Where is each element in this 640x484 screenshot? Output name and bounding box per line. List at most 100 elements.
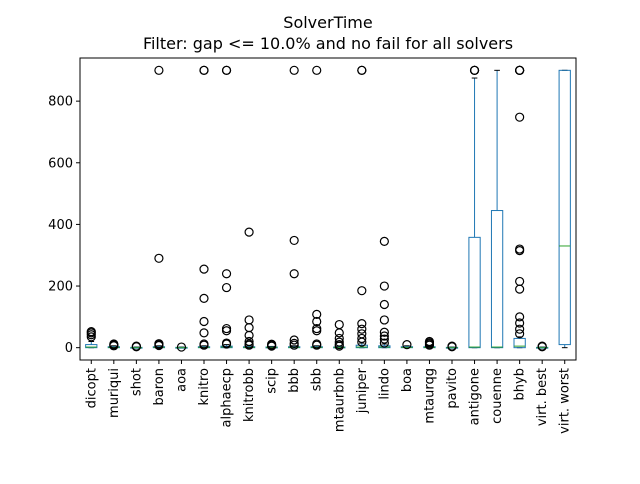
box bbox=[85, 344, 98, 349]
outlier-point bbox=[469, 65, 480, 75]
box bbox=[490, 210, 504, 349]
outlier-point bbox=[357, 324, 367, 334]
axes-frame bbox=[79, 57, 577, 361]
outlier-point bbox=[199, 316, 209, 327]
x-tick-label: couenne bbox=[490, 368, 505, 424]
x-tick-label: boa bbox=[400, 368, 415, 392]
outlier-point bbox=[379, 331, 389, 341]
outlier-point bbox=[154, 253, 164, 263]
outlier-point bbox=[244, 336, 254, 347]
x-tick-label: aoa bbox=[174, 368, 189, 392]
outlier-point bbox=[357, 286, 367, 296]
outlier-point bbox=[515, 329, 525, 339]
outlier-point bbox=[154, 339, 164, 349]
outlier-point bbox=[357, 333, 367, 344]
x-tick-label: mtaurqg bbox=[422, 368, 437, 424]
outlier-point bbox=[199, 328, 209, 338]
outlier-point bbox=[244, 330, 254, 340]
outlier-point bbox=[515, 318, 525, 328]
y-tick-label: 600 bbox=[48, 156, 73, 171]
outlier-point bbox=[199, 65, 209, 75]
x-tick-label: antigone bbox=[468, 368, 483, 425]
outlier-point bbox=[357, 65, 367, 75]
outlier-point bbox=[515, 324, 525, 334]
outlier-point bbox=[221, 65, 232, 75]
outlier-point bbox=[379, 315, 389, 325]
outlier-point bbox=[289, 235, 299, 246]
outlier-point bbox=[379, 327, 389, 337]
x-tick-label: bhyb bbox=[513, 368, 528, 400]
outlier-point bbox=[515, 312, 525, 322]
outlier-point bbox=[199, 293, 209, 303]
chart-title: SolverTime bbox=[283, 13, 372, 32]
outlier-point bbox=[357, 319, 367, 329]
outlier-point bbox=[221, 323, 232, 334]
outlier-point bbox=[424, 336, 435, 347]
outlier-point bbox=[379, 281, 389, 291]
outlier-point bbox=[312, 323, 322, 334]
outlier-point bbox=[334, 339, 344, 350]
outlier-point bbox=[334, 333, 344, 344]
x-tick-label: lindo bbox=[377, 368, 392, 400]
outlier-point bbox=[199, 264, 209, 274]
outlier-point bbox=[86, 327, 96, 337]
outlier-point bbox=[379, 299, 389, 310]
outlier-point bbox=[221, 338, 232, 348]
x-tick-label: knitrobb bbox=[242, 368, 257, 422]
outlier-point bbox=[334, 337, 344, 347]
outlier-point bbox=[154, 65, 164, 75]
x-tick-label: bbb bbox=[287, 368, 302, 393]
outlier-point bbox=[289, 65, 299, 75]
outlier-point bbox=[176, 342, 187, 352]
outlier-point bbox=[289, 269, 299, 279]
outlier-point bbox=[221, 269, 232, 279]
outlier-point bbox=[379, 236, 389, 246]
x-tick-label: knitro bbox=[197, 368, 212, 406]
box bbox=[513, 337, 526, 349]
outlier-point bbox=[199, 339, 209, 349]
outlier-point bbox=[447, 341, 457, 351]
outlier-point bbox=[289, 338, 299, 348]
outlier-point bbox=[244, 323, 254, 333]
outlier-point bbox=[244, 315, 254, 325]
x-tick-label: virt. worst bbox=[558, 368, 573, 434]
outlier-point bbox=[244, 339, 254, 349]
outlier-point bbox=[289, 335, 299, 345]
x-tick-label: scip bbox=[265, 368, 280, 394]
outlier-point bbox=[312, 339, 322, 349]
box bbox=[355, 344, 368, 349]
outlier-point bbox=[402, 339, 412, 350]
x-tick-label: alphaecp bbox=[220, 368, 235, 427]
x-tick-label: pavito bbox=[445, 368, 460, 409]
y-tick-label: 400 bbox=[48, 218, 73, 233]
chart-subtitle: Filter: gap <= 10.0% and no fail for all… bbox=[143, 34, 513, 53]
outlier-point bbox=[515, 276, 525, 287]
outlier-point bbox=[515, 284, 525, 294]
outlier-point bbox=[131, 341, 141, 351]
outlier-point bbox=[267, 339, 277, 349]
box bbox=[468, 236, 481, 349]
outlier-point bbox=[537, 341, 547, 351]
y-tick-label: 0 bbox=[65, 341, 73, 356]
x-tick-label: mtaurbnb bbox=[332, 368, 347, 432]
box bbox=[558, 69, 571, 346]
outlier-point bbox=[221, 282, 232, 293]
outlier-point bbox=[109, 339, 119, 349]
outlier-point bbox=[379, 334, 389, 344]
x-tick-label: juniper bbox=[355, 367, 370, 414]
outlier-point bbox=[244, 227, 254, 237]
y-tick-label: 200 bbox=[48, 280, 73, 295]
plot-area: dicopt muriqui shot baron aoa knitro alphaecp k… bbox=[48, 57, 577, 434]
outlier-point bbox=[334, 319, 344, 330]
outlier-point bbox=[312, 309, 322, 319]
x-tick-label: virt. best bbox=[535, 368, 550, 426]
outlier-point bbox=[379, 338, 389, 348]
outlier-point bbox=[334, 328, 344, 338]
x-tick-label: dicopt bbox=[84, 368, 99, 408]
outlier-point bbox=[515, 112, 525, 122]
x-tick-label: shot bbox=[129, 368, 144, 396]
outlier-point bbox=[357, 329, 367, 339]
x-tick-label: sbb bbox=[310, 368, 325, 391]
